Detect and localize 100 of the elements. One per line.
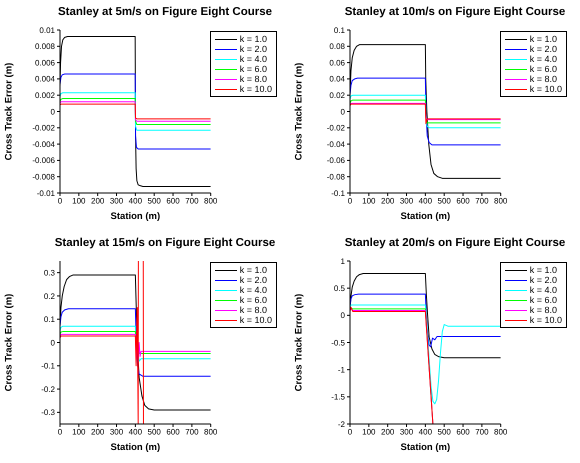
chart-title: Stanley at 15m/s on Figure Eight Course	[54, 237, 276, 249]
x-tick-label: 500	[148, 428, 162, 437]
line-series	[350, 78, 501, 146]
x-tick-label: 500	[148, 196, 162, 206]
legend-label: k = 1.0	[530, 265, 557, 275]
y-tick-label: 0	[50, 338, 56, 348]
chart-title: Stanley at 10m/s on Figure Eight Course	[344, 6, 566, 18]
x-tick-label: 600	[456, 428, 470, 437]
legend-label: k = 10.0	[240, 315, 272, 325]
x-tick-label: 200	[91, 196, 105, 206]
y-tick-label: 0.2	[44, 292, 56, 301]
x-tick-label: 0	[348, 428, 353, 437]
legend-label: k = 10.0	[240, 84, 272, 94]
x-tick-label: 100	[362, 196, 376, 206]
y-tick-label: 0.04	[329, 74, 346, 84]
y-tick-label: -0.006	[32, 156, 56, 166]
x-tick-label: 700	[475, 196, 490, 206]
y-tick-label: -0.004	[32, 140, 56, 149]
legend-label: k = 2.0	[240, 44, 267, 54]
y-tick-label: -0.04	[326, 140, 346, 149]
chart-title: Stanley at 20m/s on Figure Eight Course	[344, 237, 566, 249]
y-tick-label: -0.1	[331, 188, 346, 198]
line-series	[350, 94, 501, 128]
legend-label: k = 4.0	[530, 285, 557, 295]
legend-label: k = 8.0	[530, 305, 557, 315]
legend-label: k = 1.0	[530, 34, 557, 44]
legend-label: k = 4.0	[240, 285, 267, 295]
x-tick-label: 300	[110, 196, 124, 206]
x-tick-label: 600	[456, 196, 470, 206]
x-tick-label: 100	[72, 196, 86, 206]
y-tick-label: 0.1	[334, 26, 346, 35]
legend-label: k = 6.0	[530, 295, 557, 305]
y-axis-title: Cross Track Error (m)	[293, 294, 304, 392]
y-tick-label: 0	[340, 107, 346, 116]
legend-label: k = 4.0	[530, 54, 557, 64]
x-tick-label: 700	[185, 196, 200, 206]
x-tick-label: 0	[58, 196, 63, 206]
x-tick-label: 600	[166, 428, 180, 437]
x-axis-title: Station (m)	[110, 442, 160, 453]
x-tick-label: 100	[362, 428, 376, 437]
chart-title: Stanley at 5m/s on Figure Eight Course	[56, 6, 274, 18]
y-tick-label: 0.06	[329, 58, 346, 68]
legend-label: k = 2.0	[240, 275, 267, 285]
y-tick-label: 0.3	[44, 268, 56, 278]
x-tick-label: 700	[185, 428, 200, 437]
y-tick-label: 0.002	[34, 91, 56, 100]
x-tick-label: 0	[58, 428, 63, 437]
y-tick-label: -0.02	[326, 124, 346, 133]
y-tick-label: -0.01	[36, 188, 56, 198]
x-axis-title: Station (m)	[110, 211, 160, 222]
x-tick-label: 600	[166, 196, 180, 206]
x-tick-label: 200	[381, 196, 395, 206]
y-tick-label: -2	[338, 420, 346, 429]
y-tick-label: -0.06	[326, 156, 346, 166]
x-tick-label: 200	[381, 428, 395, 437]
x-tick-label: 400	[128, 196, 143, 206]
y-tick-label: 0.008	[34, 42, 56, 52]
legend-label: k = 2.0	[530, 44, 557, 54]
legend-label: k = 1.0	[240, 34, 267, 44]
y-tick-label: -0.002	[32, 124, 56, 133]
y-tick-label: 0	[340, 311, 346, 320]
y-tick-label: -0.08	[326, 172, 346, 182]
y-tick-label: 0.01	[39, 26, 56, 35]
y-tick-label: 0.5	[334, 284, 346, 294]
x-tick-label: 400	[418, 196, 433, 206]
legend-label: k = 6.0	[240, 64, 267, 74]
y-tick-label: -0.2	[41, 384, 56, 394]
line-series	[350, 304, 501, 404]
y-tick-label: -0.5	[331, 338, 346, 348]
legend-label: k = 1.0	[240, 265, 267, 275]
line-series	[60, 74, 211, 150]
legend-label: k = 8.0	[240, 74, 267, 84]
y-tick-label: 0.02	[329, 91, 346, 100]
x-tick-label: 500	[438, 196, 452, 206]
x-tick-label: 300	[110, 428, 124, 437]
legend-label: k = 6.0	[240, 295, 267, 305]
line-series	[350, 294, 501, 348]
legend-label: k = 10.0	[530, 84, 562, 94]
x-tick-label: 0	[348, 196, 353, 206]
y-tick-label: -1	[338, 366, 346, 375]
legend-label: k = 8.0	[240, 305, 267, 315]
y-tick-label: -0.008	[32, 172, 56, 182]
x-tick-label: 800	[204, 428, 218, 437]
y-axis-title: Cross Track Error (m)	[3, 294, 14, 392]
legend-label: k = 8.0	[530, 74, 557, 84]
x-tick-label: 300	[400, 428, 414, 437]
line-series	[60, 92, 211, 131]
y-tick-label: 0.08	[329, 42, 346, 52]
legend-label: k = 10.0	[530, 315, 562, 325]
x-tick-label: 400	[418, 428, 433, 437]
x-tick-label: 500	[438, 428, 452, 437]
x-tick-label: 300	[400, 196, 414, 206]
x-tick-label: 700	[475, 428, 490, 437]
y-tick-label: -0.3	[41, 408, 56, 418]
legend-label: k = 6.0	[530, 64, 557, 74]
y-tick-label: 0	[50, 107, 56, 116]
x-tick-label: 400	[128, 428, 143, 437]
y-tick-label: 0.006	[34, 58, 56, 68]
x-tick-label: 800	[204, 196, 218, 206]
legend-label: k = 4.0	[240, 54, 267, 64]
